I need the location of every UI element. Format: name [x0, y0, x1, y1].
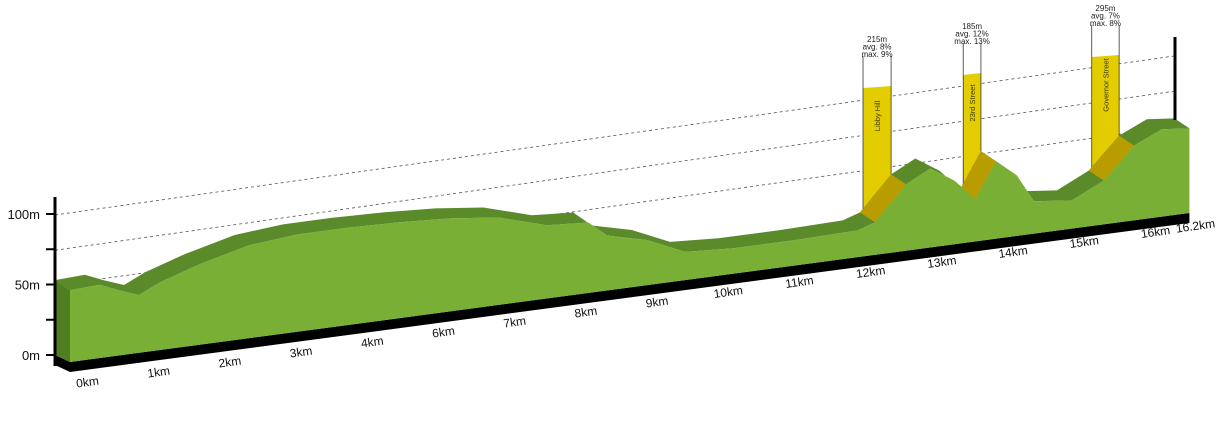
x-tick-label-11km: 11km [784, 273, 814, 291]
axes [46, 37, 1177, 366]
x-tick-label-7km: 7km [502, 314, 526, 331]
climb-info-1-2: max. 13% [954, 37, 990, 46]
climb-info-2-2: max. 8% [1090, 19, 1121, 28]
climb-name-2: Governor Street [1101, 57, 1110, 111]
climb-info-2-0: 295m [1095, 4, 1115, 13]
x-tick-label-16.2km: 16.2km [1175, 216, 1216, 235]
x-tick-label-8km: 8km [574, 304, 598, 321]
x-tick-label-12km: 12km [855, 263, 886, 281]
climb-name-0: Libby Hill [873, 100, 882, 131]
x-tick-label-1km: 1km [146, 364, 170, 381]
x-tick-label-2km: 2km [218, 354, 242, 371]
climb-bar-0 [863, 86, 892, 213]
climb-slope-1 [960, 151, 996, 200]
climb-info-0-0: 215m [867, 35, 887, 44]
x-tick-label-14km: 14km [998, 243, 1029, 261]
x-tick-label-4km: 4km [360, 334, 384, 351]
y-tick-label-0: 0m [22, 348, 40, 363]
climb-bar-2 [1091, 55, 1120, 171]
grid-line-100m [54, 55, 1175, 216]
grid-line-75m [54, 90, 1175, 251]
profile-top-surface [55, 118, 1190, 295]
x-tick-label-3km: 3km [289, 344, 313, 361]
climb-name-1: 23rd Street [968, 84, 977, 122]
climb-info-2-1: avg. 7% [1091, 12, 1120, 21]
climb-bars [862, 25, 1120, 213]
climb-slope-0 [860, 174, 907, 223]
climb-info-0-2: max. 9% [862, 50, 893, 59]
profile-front-face [70, 128, 1190, 362]
climb-info-0-1: avg. 8% [863, 43, 892, 52]
base-slab [55, 212, 1190, 372]
x-tick-label-9km: 9km [645, 294, 669, 311]
x-tick-label-15km: 15km [1069, 233, 1100, 251]
x-tick-label-6km: 6km [431, 324, 455, 341]
y-tick-label-50: 50m [15, 278, 40, 293]
x-tick-label-10km: 10km [713, 283, 744, 301]
climb-slope-2 [1088, 135, 1135, 181]
x-tick-label-16km: 16km [1140, 223, 1171, 241]
profile-area [55, 118, 1190, 372]
x-tick-label-0km: 0km [75, 374, 99, 391]
climb-info-1-1: avg. 12% [955, 30, 988, 39]
climb-info-1-0: 185m [962, 22, 982, 31]
profile-left-side [55, 280, 70, 362]
y-tick-label-100: 100m [7, 207, 40, 222]
x-tick-label-13km: 13km [926, 253, 957, 271]
